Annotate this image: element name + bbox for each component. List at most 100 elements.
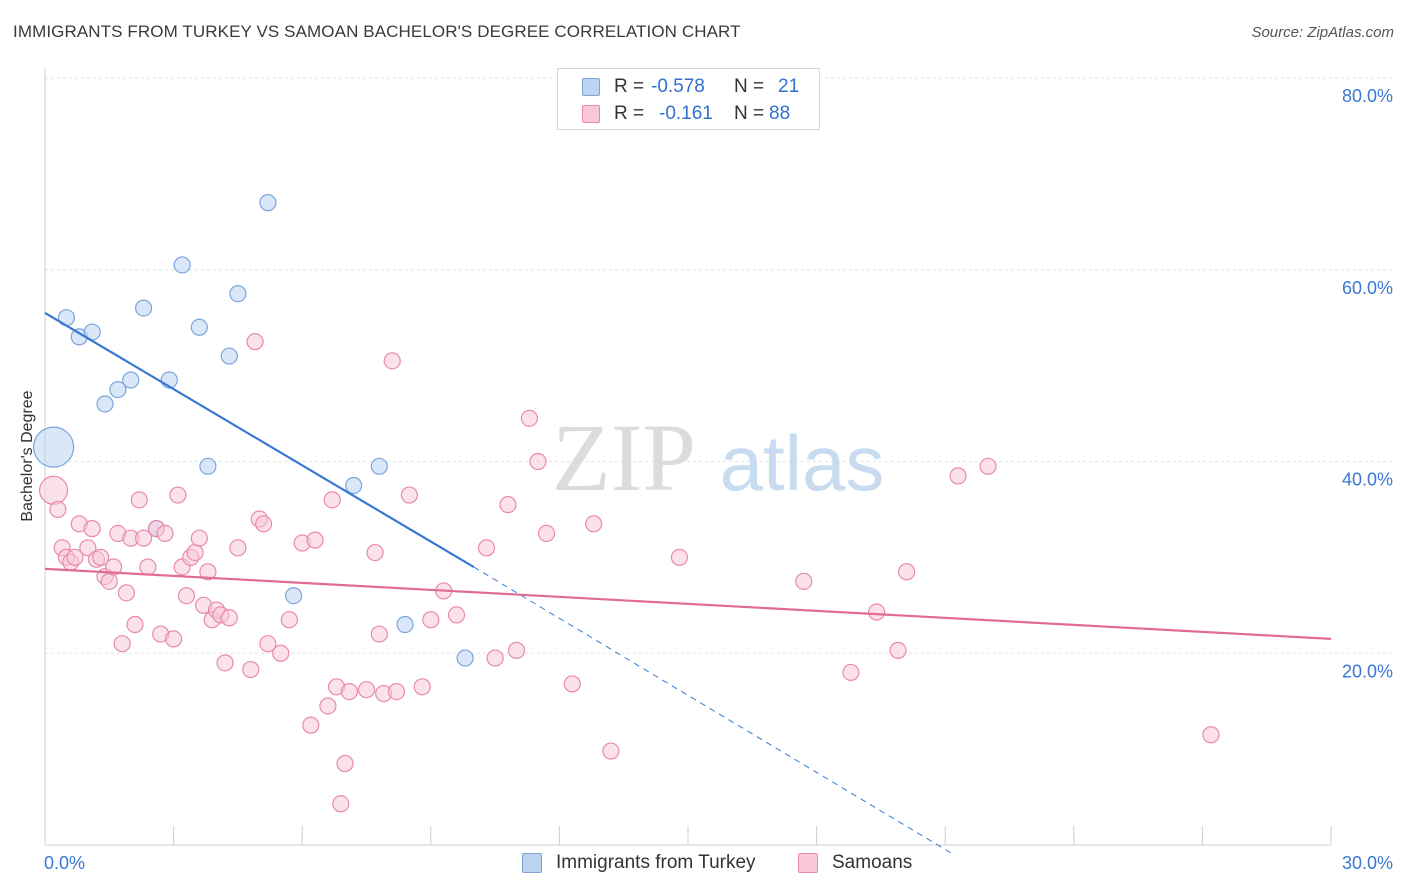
samoans-point-67 — [477, 539, 496, 557]
samoans-point-37 — [216, 654, 234, 672]
legend-label-turkey: Immigrants from Turkey — [556, 852, 756, 873]
n-value: 88 — [769, 103, 791, 124]
r-value: -0.578 — [651, 76, 705, 97]
y-tick-label-1: 40.0% — [1342, 470, 1393, 490]
samoans-point-51 — [323, 491, 341, 509]
samoans-point-55 — [332, 795, 350, 813]
turkey-point-5 — [109, 380, 127, 399]
samoans-point-84 — [979, 457, 997, 475]
turkey-point-17 — [345, 476, 363, 495]
samoans-point-5 — [66, 548, 84, 566]
samoans-point-7 — [79, 539, 97, 557]
samoans-point-64 — [422, 611, 440, 629]
turkey-point-0 — [32, 426, 75, 468]
samoans-point-53 — [336, 754, 354, 773]
samoans-point-44 — [259, 635, 277, 653]
samoans-point-69 — [499, 496, 517, 514]
turkey-point-15 — [259, 194, 277, 212]
samoans-point-0 — [38, 475, 69, 505]
samoans-point-68 — [486, 649, 504, 667]
turkey-swatch — [582, 78, 600, 96]
turkey-point-6 — [122, 371, 140, 389]
samoans-point-10 — [92, 548, 110, 566]
trend-lines — [44, 311, 1332, 856]
samoans-swatch — [582, 105, 600, 123]
samoans-point-77 — [670, 548, 689, 566]
samoans-point-80 — [868, 603, 886, 621]
turkey-legend-swatch — [522, 853, 542, 873]
samoans-point-45 — [272, 644, 290, 662]
r-label: R = — [614, 103, 645, 124]
r-label: R = — [614, 76, 645, 97]
watermark-zip: ZIP — [552, 404, 696, 511]
samoans-point-8 — [83, 520, 101, 538]
samoans-point-46 — [280, 611, 298, 629]
samoans-point-58 — [370, 625, 388, 643]
turkey-point-20 — [456, 649, 474, 667]
turkey-point-16 — [285, 587, 303, 605]
source-label: Source: ZipAtlas.com — [1251, 24, 1394, 41]
samoans-point-76 — [602, 742, 620, 760]
samoans-point-82 — [898, 563, 916, 581]
samoans-point-63 — [413, 678, 431, 696]
samoans-point-70 — [507, 641, 526, 659]
turkey-point-18 — [370, 457, 388, 475]
samoans-point-28 — [177, 587, 196, 605]
samoans-legend-swatch — [798, 853, 818, 873]
grid-lines — [45, 77, 1393, 654]
samoans-point-50 — [319, 697, 337, 715]
samoans-point-57 — [366, 543, 384, 562]
samoans-point-39 — [229, 539, 247, 557]
turkey-point-10 — [173, 256, 191, 274]
samoans-point-31 — [190, 529, 208, 547]
turkey-point-19 — [396, 615, 414, 634]
turkey-point-13 — [220, 347, 238, 365]
samoans-point-12 — [100, 572, 118, 590]
n-label: N = — [734, 103, 765, 124]
samoans-point-21 — [139, 558, 157, 576]
watermark-atlas: atlas — [720, 419, 885, 507]
watermark: ZIP atlas — [552, 404, 884, 511]
samoans-point-71 — [520, 409, 538, 427]
samoans-point-1 — [49, 500, 67, 519]
samoans-point-62 — [400, 486, 418, 504]
tick-labels: 20.0% 40.0% 60.0% 80.0% 0.0% 30.0% — [44, 86, 1393, 873]
series-samoans-points — [38, 333, 1220, 813]
samoans-point-15 — [113, 635, 131, 653]
samoans-point-85 — [1202, 726, 1220, 744]
samoans-point-19 — [130, 491, 148, 509]
chart-title: IMMIGRANTS FROM TURKEY VS SAMOAN BACHELO… — [13, 22, 741, 41]
turkey-point-4 — [96, 395, 114, 413]
turkey-trend-extension — [473, 566, 955, 856]
y-tick-label-3: 80.0% — [1342, 86, 1393, 106]
samoans-point-72 — [529, 452, 547, 471]
samoans-point-60 — [387, 682, 406, 701]
samoans-point-73 — [537, 524, 556, 543]
samoans-point-18 — [126, 615, 144, 634]
turkey-point-11 — [190, 318, 208, 336]
samoans-point-40 — [242, 660, 260, 679]
samoans-point-49 — [306, 531, 324, 549]
samoans-point-56 — [357, 681, 376, 699]
samoans-point-74 — [563, 675, 581, 693]
samoans-point-30 — [186, 543, 204, 562]
turkey-point-14 — [229, 285, 247, 303]
y-tick-label-2: 60.0% — [1342, 278, 1393, 298]
samoans-point-38 — [220, 609, 238, 627]
y-tick-label-0: 20.0% — [1342, 661, 1393, 681]
samoans-point-26 — [169, 486, 187, 504]
samoans-point-66 — [447, 606, 466, 624]
samoans-point-83 — [949, 467, 967, 485]
turkey-point-12 — [199, 457, 217, 475]
x-tick-label-0: 0.0% — [44, 853, 85, 873]
legend-label-samoans: Samoans — [832, 852, 913, 873]
samoans-point-43 — [255, 515, 273, 533]
n-value: 21 — [778, 76, 800, 97]
samoans-point-16 — [117, 584, 136, 602]
samoans-point-33 — [199, 563, 217, 581]
r-value: -0.161 — [659, 103, 713, 124]
correlation-legend: R = -0.578 N = 21 R = -0.161 N = 88 — [557, 68, 820, 130]
samoans-point-20 — [134, 529, 153, 547]
n-label: N = — [734, 76, 765, 97]
